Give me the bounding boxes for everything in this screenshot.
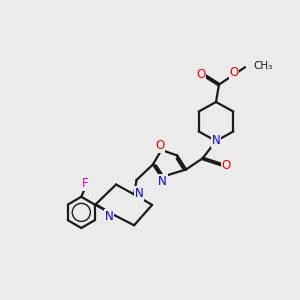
- Text: CH₃: CH₃: [254, 61, 273, 71]
- Text: O: O: [222, 159, 231, 172]
- Text: O: O: [196, 68, 205, 81]
- Text: N: N: [212, 134, 220, 148]
- Text: F: F: [82, 177, 88, 190]
- Text: O: O: [156, 139, 165, 152]
- Text: O: O: [230, 66, 238, 79]
- Text: N: N: [134, 187, 143, 200]
- Text: N: N: [104, 210, 113, 223]
- Text: N: N: [158, 175, 167, 188]
